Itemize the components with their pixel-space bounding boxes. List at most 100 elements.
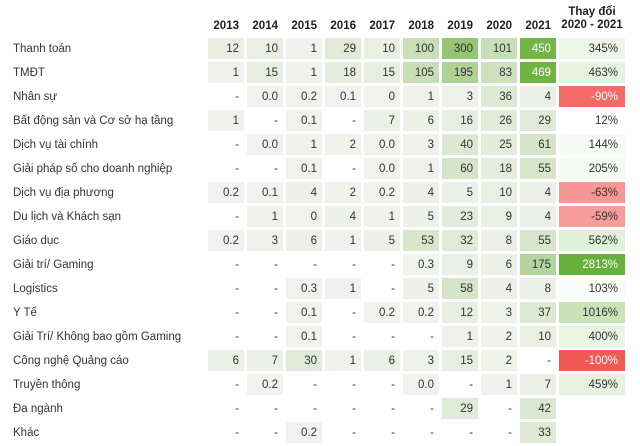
sector-label: Logistics [13, 282, 58, 295]
value-cell: - [430, 426, 434, 439]
table-row: Du lịch và Khách sạn -1 0 4 1 5 23 9 4 -59% [5, 206, 625, 227]
value-cell: - [235, 282, 239, 295]
value-cell: 300 [442, 38, 478, 59]
value-cell: 37 [520, 302, 556, 323]
value-cell: 450 [520, 38, 556, 59]
value-cell: 2 [325, 134, 361, 155]
value-cell: 3 [442, 86, 478, 107]
value-cell: 12 [208, 38, 244, 59]
value-cell: 1 [442, 326, 478, 347]
sector-label: Nhân sự [13, 90, 58, 103]
year-column-header: 2020 [486, 20, 512, 32]
year-column-header: 2021 [525, 20, 551, 32]
value-cell: - [391, 330, 395, 343]
value-cell: - [235, 402, 239, 415]
value-cell: 0.1 [286, 110, 322, 131]
year-column-header: 2017 [369, 20, 395, 32]
sector-label: Dịch vụ tài chính [13, 138, 99, 151]
value-cell: 42 [520, 398, 556, 419]
year-column-header: 2013 [213, 20, 239, 32]
change-cell [559, 422, 625, 443]
value-cell: 8 [520, 278, 556, 299]
value-cell: 0.3 [286, 278, 322, 299]
table-header: 2013 2014 2015 2016 2017 2018 2019 2020 2021 Thay… [5, 4, 625, 35]
value-cell: - [235, 210, 239, 223]
table-row: Giải pháp số cho doanh nghiệp - -0.1-0.0 1 6… [5, 158, 625, 179]
value-cell: 6 [403, 110, 439, 131]
sector-label: Giáo dục [13, 234, 60, 247]
table-row: Giải trí/ Gaming - - - - -0.3 9 6 175 2813% [5, 254, 625, 275]
table-row: Logistics - -0.3 1-5 58 4 8 103% [5, 278, 625, 299]
value-cell: 15 [442, 350, 478, 371]
sector-label: Truyền thông [13, 378, 81, 391]
value-cell: 1 [286, 38, 322, 59]
table-row: TMĐT 1 15 1 18 15 105 195 83 469 463% [5, 62, 625, 83]
value-cell: 4 [520, 206, 556, 227]
value-cell: 0.1 [286, 326, 322, 347]
value-cell: - [235, 138, 239, 151]
table-row: Dịch vụ địa phương 0.2 0.1 4 2 0.2 4 5 10 4 -63% [5, 182, 625, 203]
change-cell: 205% [559, 158, 625, 179]
value-cell: 4 [286, 182, 322, 203]
value-cell: 23 [442, 206, 478, 227]
value-cell: 0.2 [208, 182, 244, 203]
value-cell: - [352, 306, 356, 319]
value-cell: 6 [286, 230, 322, 251]
value-cell: 18 [325, 62, 361, 83]
value-cell: 15 [364, 62, 400, 83]
change-column-header: Thay đổi 2020 - 2021 [561, 6, 623, 31]
value-cell: - [313, 378, 317, 391]
value-cell: 4 [520, 86, 556, 107]
value-cell: 1 [481, 374, 517, 395]
value-cell: 33 [520, 422, 556, 443]
value-cell: 1 [325, 230, 361, 251]
year-column-header: 2016 [330, 20, 356, 32]
value-cell: - [235, 258, 239, 271]
value-cell: 1 [364, 206, 400, 227]
value-cell: 1 [286, 134, 322, 155]
value-cell: 0.0 [364, 158, 400, 179]
change-cell: 463% [559, 62, 625, 83]
value-cell: 0.1 [247, 182, 283, 203]
value-cell: 18 [481, 158, 517, 179]
change-cell: -59% [559, 206, 625, 227]
value-cell: - [352, 330, 356, 343]
change-cell: 459% [559, 374, 625, 395]
value-cell: - [352, 162, 356, 175]
value-cell: 0.0 [247, 86, 283, 107]
value-cell: - [274, 402, 278, 415]
value-cell: - [274, 282, 278, 295]
sector-label: Y Tế [13, 306, 37, 319]
value-cell: - [391, 426, 395, 439]
table-row: Thanh toán 12 10 1 29 10 100 300 101 450 345% [5, 38, 625, 59]
value-cell: 4 [520, 182, 556, 203]
value-cell: 9 [442, 254, 478, 275]
table-row: Bất động sản và Cơ sở hạ tầng 1-0.1-7 6 16 2… [5, 110, 625, 131]
value-cell: 10 [481, 182, 517, 203]
value-cell: - [313, 402, 317, 415]
value-cell: 0.2 [286, 86, 322, 107]
value-cell: - [391, 258, 395, 271]
value-cell: 0.2 [247, 374, 283, 395]
value-cell: 1 [286, 62, 322, 83]
value-cell: 105 [403, 62, 439, 83]
value-cell: - [352, 402, 356, 415]
value-cell: - [274, 306, 278, 319]
sector-label: Giải Trí/ Không bao gồm Gaming [13, 330, 182, 343]
change-cell: 2813% [559, 254, 625, 275]
sector-label: Thanh toán [13, 42, 72, 55]
sector-label: Bất động sản và Cơ sở hạ tầng [13, 114, 174, 127]
value-cell: - [508, 402, 512, 415]
value-cell: 2 [481, 326, 517, 347]
value-cell: 7 [247, 350, 283, 371]
value-cell: 1 [325, 350, 361, 371]
sector-label: Giải trí/ Gaming [13, 258, 94, 271]
value-cell: 469 [520, 62, 556, 83]
value-cell: - [274, 162, 278, 175]
change-cell: 103% [559, 278, 625, 299]
value-cell: 0.1 [286, 158, 322, 179]
sector-funding-heatmap-table: 2013 2014 2015 2016 2017 2018 2019 2020 2021 Thay… [2, 1, 628, 446]
value-cell: 60 [442, 158, 478, 179]
value-cell: 16 [442, 110, 478, 131]
value-cell: 53 [403, 230, 439, 251]
